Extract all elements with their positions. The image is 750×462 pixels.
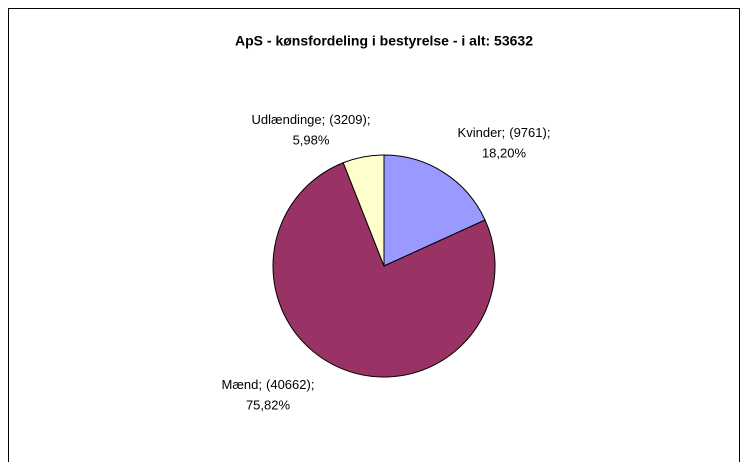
slice-count: (40662) xyxy=(266,377,311,392)
slice-label: Kvinder; (9761); xyxy=(458,125,551,140)
label-separator: ; xyxy=(322,112,326,127)
pie-slice xyxy=(383,154,486,267)
slice-category: Kvinder xyxy=(458,125,503,140)
chart-title: ApS - kønsfordeling i bestyrelse - i alt… xyxy=(235,33,533,49)
pie-slice xyxy=(342,154,385,267)
pie-slice xyxy=(272,162,496,378)
slice-label: Udlændinge; (3209); xyxy=(252,112,371,127)
slice-label: Mænd; (40662); xyxy=(222,377,315,392)
slice-category: Mænd xyxy=(222,377,259,392)
label-separator: ; xyxy=(502,125,506,140)
slice-category: Udlændinge xyxy=(252,112,322,127)
slice-count: (3209) xyxy=(329,112,367,127)
label-separator: ; xyxy=(367,112,371,127)
slice-percent: 5,98% xyxy=(293,132,330,147)
slice-percent: 75,82% xyxy=(246,397,291,412)
label-separator: ; xyxy=(547,125,551,140)
slice-count: (9761) xyxy=(509,125,547,140)
label-separator: ; xyxy=(258,377,262,392)
label-separator: ; xyxy=(311,377,315,392)
slice-percent: 18,20% xyxy=(482,145,527,160)
